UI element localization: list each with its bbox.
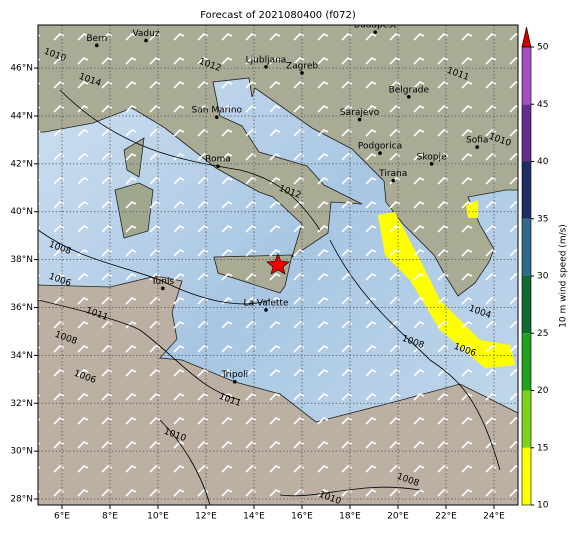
city-dot: [407, 95, 411, 99]
city-dot: [475, 145, 480, 149]
city-label: Roma: [205, 155, 231, 165]
colorbar-segment: [522, 333, 531, 391]
city-label: Ljubljana: [246, 55, 287, 65]
map-frame: [37, 24, 519, 506]
isobar: [38, 299, 241, 401]
colorbar-tick-label: 30: [537, 272, 549, 282]
y-tick-label: 44°N: [10, 111, 33, 121]
map-area: 1010101210141012100810061011100810061011…: [38, 21, 518, 505]
axes: 6°E 8°E 10°E 12°E 14°E 16°E 18°E 20°E 22°E 24°E 28…: [10, 64, 505, 522]
city-dot: [264, 65, 268, 69]
colorbar-label: 10 m wind speed (m/s): [559, 224, 569, 328]
city-dot: [391, 178, 396, 183]
colorbar: 10 15 20 25 30 35 40 45 50 10 m wind speed (m/s): [521, 26, 569, 511]
colorbar-tick-label: 40: [537, 157, 549, 167]
isobar: [279, 486, 421, 497]
y-tick-label: 32°N: [10, 399, 33, 409]
city-label: Tirana: [378, 169, 407, 179]
forecast-point-star: [266, 253, 290, 275]
y-tick-label: 42°N: [10, 159, 33, 169]
x-tick-label: 12°E: [195, 512, 217, 522]
city-label: Podgorica: [358, 142, 402, 152]
city-label: Belgrade: [389, 85, 430, 95]
city-dot: [233, 379, 237, 384]
city-label: Sarajevo: [340, 108, 380, 118]
colorbar-segment: [522, 390, 531, 448]
city-label: Vaduz: [132, 29, 159, 39]
colorbar-segment: [522, 47, 531, 105]
x-tick-label: 16°E: [291, 512, 313, 522]
title: Forecast of 2021080400 (f072): [200, 10, 356, 21]
colorbar-segment: [522, 104, 531, 162]
city-label: Budapest: [354, 21, 397, 31]
city-label: San Marino: [192, 106, 243, 116]
x-tick-label: 10°E: [147, 512, 169, 522]
colorbar-tick-label: 20: [537, 386, 549, 396]
city-dot: [264, 308, 268, 312]
city-dot: [300, 71, 304, 75]
city-label: Sofia: [466, 136, 488, 146]
isobar: [59, 89, 321, 231]
x-tick-label: 22°E: [435, 512, 457, 522]
city-label: Skopje: [417, 152, 447, 162]
isobar: [159, 419, 211, 505]
colorbar-segment: [522, 161, 531, 219]
x-tick-label: 18°E: [339, 512, 361, 522]
x-tick-label: 6°E: [54, 512, 70, 522]
colorbar-extend: [521, 26, 532, 48]
city-label: Bern: [86, 34, 107, 44]
y-tick-label: 30°N: [10, 447, 33, 457]
y-tick-label: 40°N: [10, 207, 33, 217]
x-tick-label: 14°E: [243, 512, 265, 522]
colorbar-segment: [522, 276, 531, 334]
y-tick-label: 38°N: [10, 255, 33, 265]
colorbar-tick-label: 25: [537, 329, 548, 339]
city-dot: [161, 286, 165, 291]
colorbar-tick-label: 45: [537, 100, 548, 110]
city-dot: [357, 117, 362, 122]
colorbar-segment: [522, 447, 531, 505]
y-tick-label: 28°N: [10, 495, 33, 505]
x-tick-label: 24°E: [483, 512, 505, 522]
y-tick-label: 34°N: [10, 351, 33, 361]
city-dot: [429, 162, 434, 166]
x-tick-label: 20°E: [387, 512, 409, 522]
grid: [38, 25, 518, 505]
city-label: La Valette: [244, 298, 289, 308]
city-dot: [373, 30, 378, 34]
city-label: Tunis: [150, 277, 174, 287]
city-label: Tripoli: [220, 370, 248, 380]
isobar: [329, 239, 501, 471]
city-dot: [144, 38, 148, 43]
colorbar-tick-label: 50: [537, 43, 549, 53]
city-dot: [216, 164, 220, 169]
colorbar-tick-label: 10: [537, 501, 549, 511]
city-dot: [215, 115, 219, 119]
isobar: [38, 229, 271, 305]
isobars: [38, 89, 501, 505]
colorbar-segment: [522, 218, 531, 276]
y-tick-label: 36°N: [10, 303, 33, 313]
y-tick-label: 46°N: [10, 64, 33, 74]
colorbar-tick-label: 35: [537, 214, 548, 224]
city-label: Zagreb: [286, 61, 318, 71]
city-dot: [95, 43, 99, 48]
city-dot: [378, 151, 382, 155]
colorbar-tick-label: 15: [537, 443, 548, 453]
x-tick-label: 8°E: [102, 512, 118, 522]
